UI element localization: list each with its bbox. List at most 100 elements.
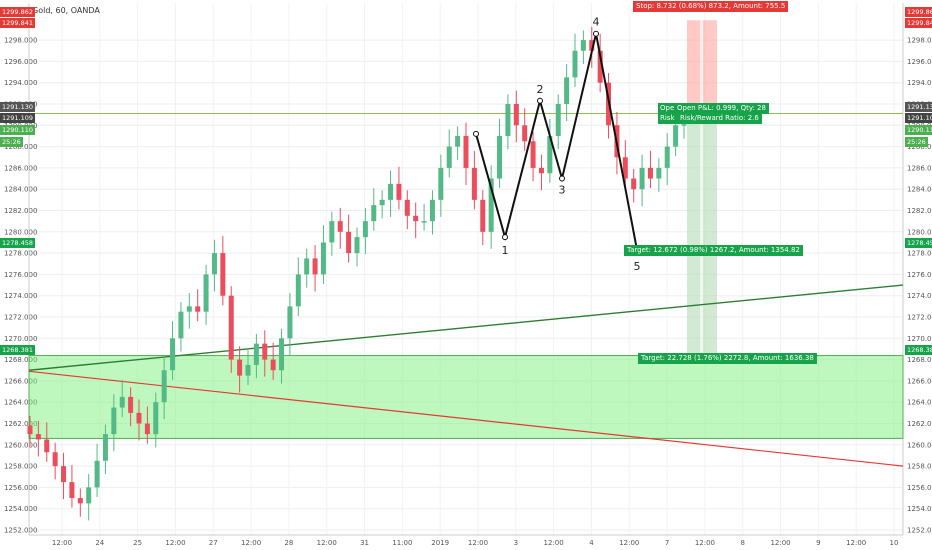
candle-body <box>463 135 469 168</box>
x-tick: 12:00 <box>544 539 564 547</box>
x-tick: 4 <box>589 539 594 547</box>
y-tick-left: 1294.000 <box>4 79 37 87</box>
x-tick: 12:00 <box>695 539 715 547</box>
y-tick-right: 1278.000 <box>907 250 932 258</box>
demand-zone <box>28 355 904 439</box>
candle-body <box>681 124 687 126</box>
x-tick: 12:00 <box>846 539 866 547</box>
y-tick-right: 1298.000 <box>907 37 932 45</box>
candle-body <box>371 205 377 222</box>
y-tick-left: 1260.000 <box>4 441 37 449</box>
left-badge-zone: 1268.381 <box>0 345 36 355</box>
candle-body <box>337 221 343 232</box>
y-tick-left: 1282.000 <box>4 207 37 215</box>
y-tick-left: 1280.000 <box>4 228 37 236</box>
x-tick: 7 <box>665 539 669 547</box>
candle-body <box>170 338 176 371</box>
target-label-2[interactable]: Target: 22.728 (1.76%) 2272.8, Amount: 1… <box>638 353 817 364</box>
pattern-label: 2 <box>537 83 544 96</box>
y-tick-left: 1258.000 <box>4 463 37 471</box>
x-tick: 12:00 <box>317 539 337 547</box>
x-tick: 8 <box>740 539 744 547</box>
candle-body <box>228 295 234 360</box>
x-tick: 9 <box>816 539 820 547</box>
candle-body <box>455 135 461 147</box>
pattern-point <box>559 175 565 182</box>
pattern-label: 1 <box>502 244 509 257</box>
right-badge-price-d: 1291.109 <box>905 113 932 123</box>
y-tick-right: 1254.000 <box>907 505 932 513</box>
target-zone-gap <box>700 113 703 356</box>
right-badge-price-c: 1291.130 <box>905 102 932 112</box>
candle-body <box>647 167 653 179</box>
candle-body <box>295 274 301 307</box>
y-tick-left: 1296.000 <box>4 58 37 66</box>
y-tick-right: 1270.000 <box>907 335 932 343</box>
trendline-down <box>28 370 904 467</box>
candle-body <box>446 146 452 168</box>
left-badge-price-e: 1290.110 <box>0 125 36 135</box>
stop-label[interactable]: Stop: 8.732 (0.68%) 873.2, Amount: 755.5 <box>633 1 789 12</box>
candle-body <box>522 125 528 142</box>
y-tick-right: 1266.000 <box>907 377 932 385</box>
candle-body <box>564 77 570 104</box>
stop-zone-gap <box>700 20 703 114</box>
pattern-label: 3 <box>559 184 566 197</box>
y-tick-left: 1278.000 <box>4 250 37 258</box>
candle-body <box>362 221 368 238</box>
candle-body <box>61 466 67 483</box>
candle-body <box>622 157 628 179</box>
candle-body <box>262 343 268 360</box>
candle-body <box>488 178 494 232</box>
y-tick-left: 1286.000 <box>4 164 37 172</box>
pattern-label: 5 <box>634 260 641 273</box>
candle-body <box>279 338 285 371</box>
x-tick: 12:00 <box>52 539 72 547</box>
candle-body <box>580 40 586 51</box>
left-badge-stop-a: 1299.862 <box>0 7 36 17</box>
candle-body <box>396 183 402 200</box>
y-tick-right: 1262.000 <box>907 420 932 428</box>
candle-body <box>421 221 427 223</box>
candle-body <box>128 396 134 413</box>
candle-body <box>429 199 435 222</box>
candle-body <box>102 434 108 461</box>
y-tick-left: 1274.000 <box>4 292 37 300</box>
pattern-point <box>593 30 599 37</box>
candle-body <box>153 402 159 435</box>
candle-body <box>497 135 503 179</box>
candle-body <box>253 343 259 365</box>
target-label-1[interactable]: Target: 12.672 (0.98%) 1267.2, Amount: 1… <box>624 245 803 256</box>
right-badge-zone: 1268.381 <box>905 345 932 355</box>
candle-body <box>27 425 33 435</box>
candle-body <box>354 237 360 254</box>
candle-body <box>178 311 184 339</box>
candle-body <box>195 306 201 312</box>
candle-body <box>161 370 167 403</box>
candle-body <box>86 487 92 504</box>
x-tick: 27 <box>209 539 218 547</box>
candle-body <box>320 242 326 275</box>
y-tick-left: 1254.000 <box>4 505 37 513</box>
right-badge-stop-b: 1299.841 <box>905 18 932 28</box>
x-tick: 12:00 <box>770 539 790 547</box>
candle-body <box>572 50 578 78</box>
y-tick-left: 1270.000 <box>4 335 37 343</box>
y-tick-left: 1266.000 <box>4 377 37 385</box>
open-pnl-label[interactable]: Open P&L: 0.999, Qty: 28 <box>674 103 769 114</box>
candle-body <box>589 40 595 51</box>
y-tick-right: 1260.000 <box>907 441 932 449</box>
left-badge-price-c: 1291.130 <box>0 102 36 112</box>
y-tick-right: 1282.000 <box>907 207 932 215</box>
candle-body <box>388 183 394 200</box>
risk-reward-label[interactable]: Risk/Reward Ratio: 2.6 <box>677 113 762 124</box>
symbol-title: Gold, 60, OANDA <box>32 6 100 15</box>
right-badge-target: 1278.458 <box>905 238 932 248</box>
candle-body <box>404 199 410 216</box>
candle-body <box>312 258 318 275</box>
y-tick-left: 1264.000 <box>4 399 37 407</box>
y-tick-left: 1276.000 <box>4 271 37 279</box>
candle-body <box>220 253 226 296</box>
